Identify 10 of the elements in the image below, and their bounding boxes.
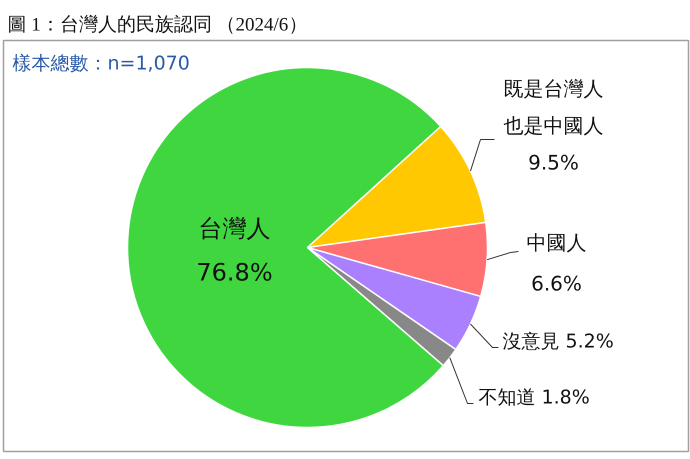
chart-title: 圖 1：台灣人的民族認同 （2024/6） — [8, 14, 308, 36]
slice-label: 不知道 1.8% — [478, 386, 590, 408]
text: 樣本總數：n=1,070 — [12, 52, 190, 74]
slice-label: 既是台灣人也是中國人 — [504, 76, 604, 138]
slice-label: 台灣人 — [198, 214, 270, 242]
slice-label: 沒意見 5.2% — [502, 330, 614, 352]
data-label: 9.5% — [528, 150, 579, 174]
data-label: 76.8% — [196, 258, 273, 286]
slice-label: 中國人 — [526, 230, 586, 254]
data-label: 6.6% — [531, 272, 582, 296]
